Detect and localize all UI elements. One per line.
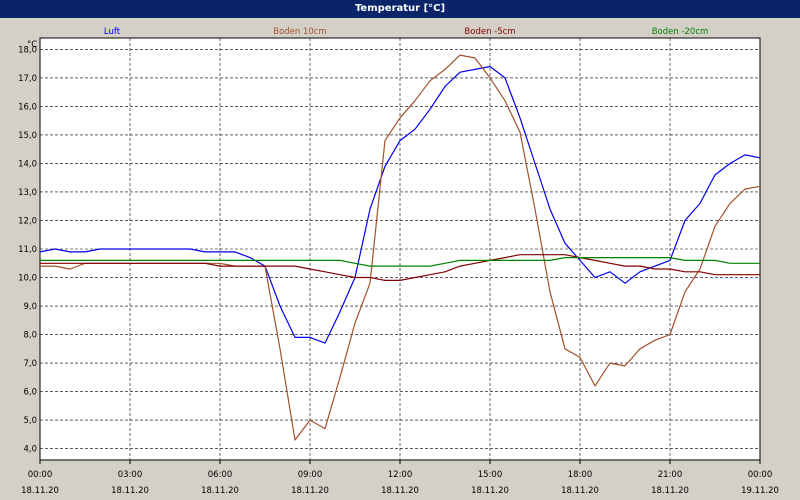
y-tick-label: 14,0 — [18, 159, 37, 169]
x-tick-time: 09:00 — [298, 470, 323, 480]
y-tick-label: 9,0 — [23, 302, 37, 312]
x-tick-date: 18.11.20 — [291, 486, 329, 496]
x-tick-date: 18.11.20 — [471, 486, 509, 496]
y-tick-label: 8,0 — [23, 331, 37, 341]
series-line — [39, 65, 761, 344]
legend-item: Boden -5cm — [464, 27, 515, 37]
y-tick-label: 5,0 — [23, 416, 37, 426]
x-tick-date: 18.11.20 — [651, 486, 689, 496]
series-line — [40, 254, 760, 281]
chart-title: Temperatur [°C] — [0, 0, 800, 18]
x-tick-time: 00:00 — [28, 470, 53, 480]
legend: Luft Boden 10cm Boden -5cm Boden -20cm — [104, 27, 708, 37]
y-tick-label: 18,0 — [18, 45, 37, 55]
x-tick-date: 19.11.20 — [741, 486, 779, 496]
y-tick-label: 16,0 — [18, 102, 37, 112]
x-tick-time: 18:00 — [568, 470, 593, 480]
y-ticks: 4,0 5,0 6,0 7,0 8,0 9,0 10,0 11,0 12,0 13,0 14,0 15… — [18, 45, 37, 454]
legend-item: Boden -20cm — [652, 27, 709, 37]
legend-item: Luft — [104, 27, 121, 37]
x-tick-time: 06:00 — [208, 470, 233, 480]
x-tick-date: 18.11.20 — [201, 486, 239, 496]
x-ticks: 00:00 18.11.20 03:00 18.11.20 06:00 18.11.20 0… — [21, 460, 779, 496]
x-tick-date: 18.11.20 — [111, 486, 149, 496]
x-tick-time: 00:00 — [748, 470, 773, 480]
x-tick-time: 15:00 — [478, 470, 503, 480]
y-tick-label: 17,0 — [18, 74, 37, 84]
series-group — [39, 54, 761, 441]
x-tick-date: 18.11.20 — [381, 486, 419, 496]
y-tick-label: 10,0 — [18, 274, 37, 284]
x-tick-date: 18.11.20 — [21, 486, 59, 496]
x-tick-time: 12:00 — [388, 470, 413, 480]
y-tick-label: 4,0 — [23, 445, 37, 455]
series-line — [40, 257, 760, 267]
y-tick-label: 6,0 — [23, 388, 37, 398]
legend-item: Boden 10cm — [273, 27, 327, 37]
y-tick-label: 15,0 — [18, 131, 37, 141]
y-tick-label: 7,0 — [23, 359, 37, 369]
x-tick-date: 18.11.20 — [561, 486, 599, 496]
y-tick-label: 11,0 — [18, 245, 37, 255]
x-tick-time: 03:00 — [118, 470, 143, 480]
y-axis-unit: °C — [27, 40, 37, 50]
temperature-chart: Luft Boden 10cm Boden -5cm Boden -20cm °C 4… — [0, 18, 800, 500]
x-tick-time: 21:00 — [658, 470, 683, 480]
y-tick-label: 12,0 — [18, 216, 37, 226]
y-tick-label: 13,0 — [18, 188, 37, 198]
